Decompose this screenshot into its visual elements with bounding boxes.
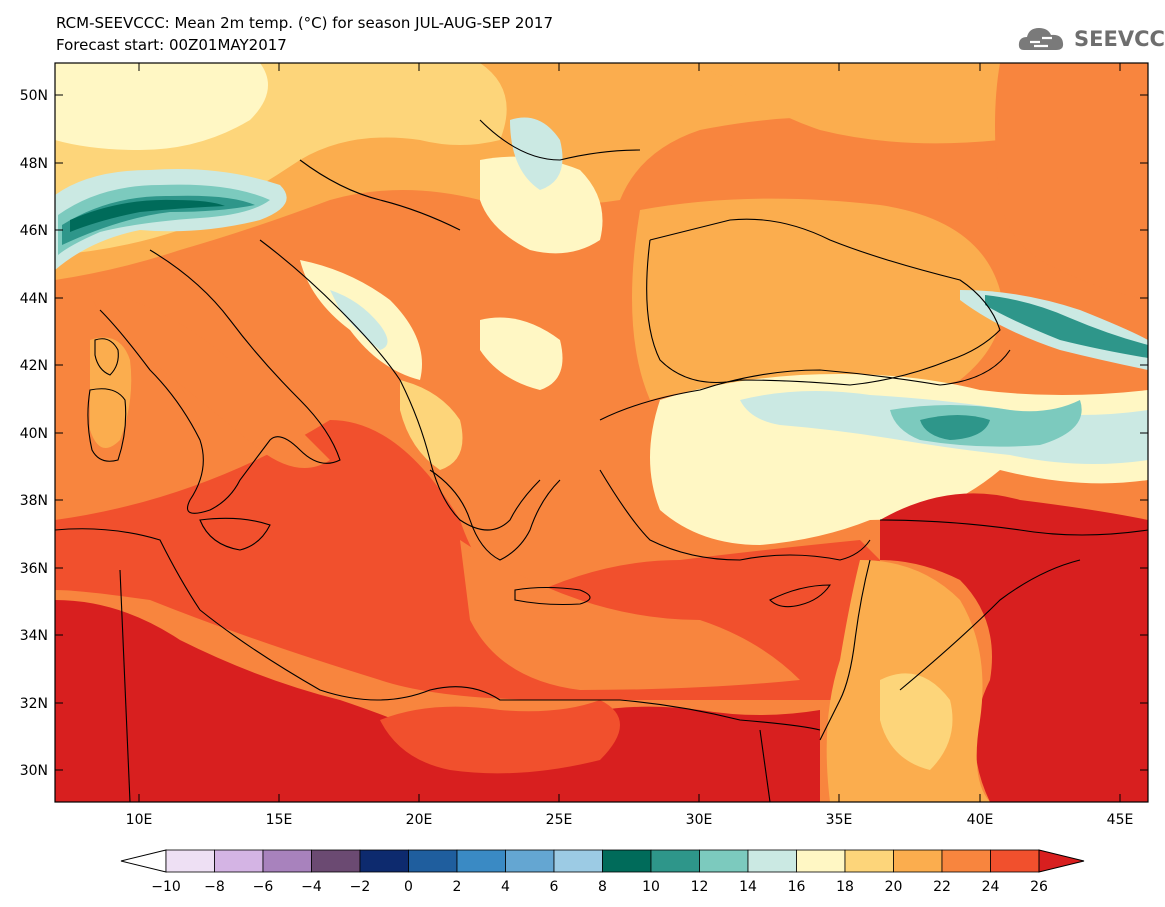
lat-label: 44N (20, 291, 48, 307)
colorbar (120, 849, 1085, 873)
lon-label: 45E (1107, 812, 1134, 828)
colorbar-label: 4 (501, 879, 510, 895)
colorbar-labels: −10 −8 −6 −4 −2 0 2 4 6 8 10 12 14 16 18 20 22 24 26 (151, 879, 1048, 895)
colorbar-box (650, 849, 700, 873)
colorbar-box (844, 849, 894, 873)
colorbar-label: −8 (204, 879, 225, 895)
cloud-icon (1018, 28, 1064, 50)
colorbar-label: 8 (598, 879, 607, 895)
lon-labels: 10E 15E 20E 25E 30E 35E 40E 45E (126, 812, 1134, 828)
lon-label: 15E (266, 812, 293, 828)
colorbar-box (553, 849, 603, 873)
colorbar-max-arrow (1038, 849, 1085, 873)
lat-label: 30N (20, 763, 48, 779)
colorbar-label: 10 (642, 879, 660, 895)
colorbar-label: −4 (301, 879, 322, 895)
logo-text: SEEVCCC (1074, 27, 1165, 51)
lon-label: 20E (406, 812, 433, 828)
lat-label: 50N (20, 88, 48, 104)
colorbar-label: 16 (788, 879, 806, 895)
colorbar-label: 20 (885, 879, 903, 895)
colorbar-box (893, 849, 943, 873)
colorbar-box (456, 849, 506, 873)
colorbar-box (408, 849, 458, 873)
colorbar-label: 14 (739, 879, 757, 895)
colorbar-label: 24 (982, 879, 1000, 895)
colorbar-min-arrow (120, 849, 167, 873)
lat-label: 40N (20, 426, 48, 442)
colorbar-label: 6 (550, 879, 559, 895)
lon-label: 35E (826, 812, 853, 828)
colorbar-label: −10 (151, 879, 181, 895)
lat-label: 38N (20, 493, 48, 509)
lat-label: 48N (20, 156, 48, 172)
temperature-field (55, 63, 1148, 802)
lat-label: 36N (20, 561, 48, 577)
colorbar-box (262, 849, 312, 873)
colorbar-box (505, 849, 555, 873)
lon-label: 25E (546, 812, 573, 828)
colorbar-box (214, 849, 264, 873)
lat-label: 42N (20, 358, 48, 374)
lon-ticks (138, 63, 1121, 802)
colorbar-box (602, 849, 652, 873)
colorbar-label: −2 (350, 879, 371, 895)
lat-labels: 50N 48N 46N 44N 42N 40N 38N 36N 34N 32N … (20, 88, 48, 779)
colorbar-label: 22 (933, 879, 951, 895)
colorbar-box (699, 849, 749, 873)
colorbar-label: 12 (691, 879, 709, 895)
colorbar-box (796, 849, 846, 873)
lon-label: 40E (967, 812, 994, 828)
lat-label: 32N (20, 696, 48, 712)
colorbar-label: −6 (253, 879, 274, 895)
colorbar-label: 2 (453, 879, 462, 895)
colorbar-box (359, 849, 409, 873)
lat-ticks (55, 94, 1148, 771)
forecast-start: Forecast start: 00Z01MAY2017 (56, 36, 287, 54)
colorbar-label: 26 (1030, 879, 1048, 895)
map-title: RCM-SEEVCCC: Mean 2m temp. (°C) for seas… (56, 14, 554, 32)
lat-label: 34N (20, 628, 48, 644)
colorbar-box (990, 849, 1040, 873)
colorbar-box (941, 849, 991, 873)
lon-label: 10E (126, 812, 153, 828)
coastlines (55, 119, 1148, 802)
colorbar-label: 18 (836, 879, 854, 895)
lat-label: 46N (20, 223, 48, 239)
colorbar-box (165, 849, 215, 873)
colorbar-box (311, 849, 361, 873)
lon-label: 30E (686, 812, 713, 828)
colorbar-box (747, 849, 797, 873)
colorbar-label: 0 (404, 879, 413, 895)
